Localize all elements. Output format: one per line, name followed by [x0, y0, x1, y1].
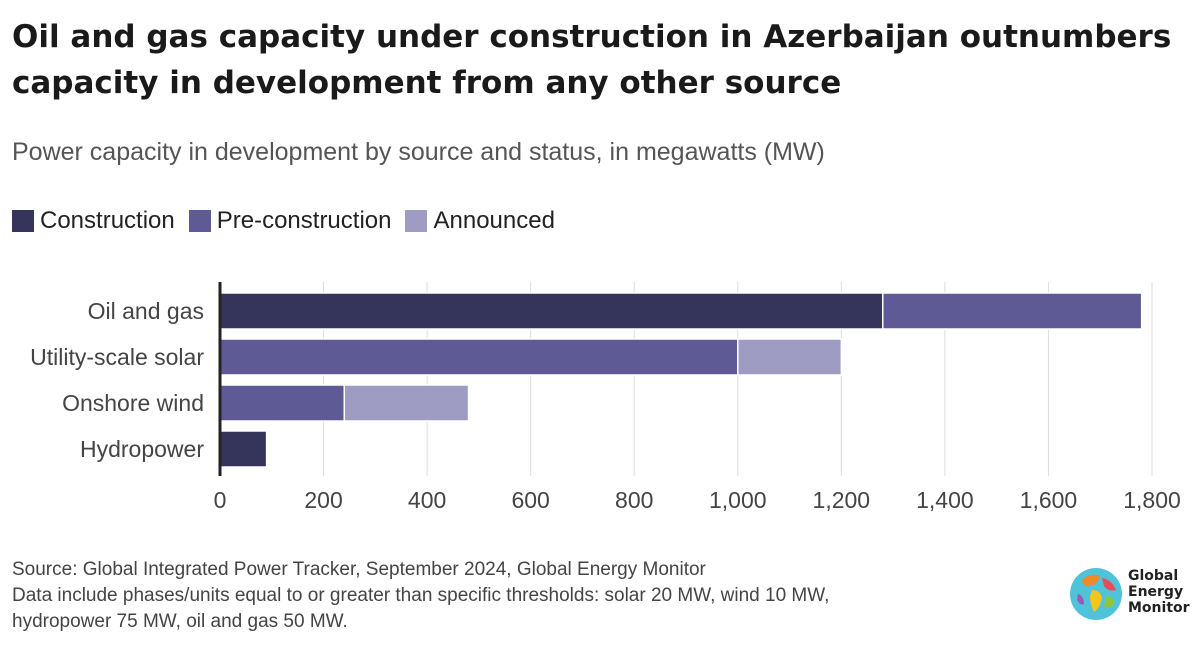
bar-onshore-wind-pre-construction [219, 384, 346, 422]
logo-text-line-1: Global [1128, 568, 1179, 584]
x-tick-label-1800: 1,800 [1123, 487, 1181, 513]
category-label-oil-and-gas: Oil and gas [88, 298, 204, 324]
bar-utility-scale-solar-announced [737, 338, 843, 376]
chart-subtitle: Power capacity in development by source … [12, 138, 825, 166]
logo-text-line-3: Monitor [1128, 600, 1190, 616]
global-energy-monitor-logo: Global Energy Monitor [1068, 566, 1196, 622]
legend-swatch-announced [405, 210, 428, 232]
legend-item-pre-construction: Pre-construction [188, 207, 392, 235]
legend-swatch-pre-construction [188, 210, 211, 232]
x-tick-label-1400: 1,400 [916, 487, 974, 513]
x-tick-label-400: 400 [408, 487, 446, 513]
x-tick-label-1000: 1,000 [709, 487, 767, 513]
legend-label-construction: Construction [40, 207, 175, 234]
footer: Source: Global Integrated Power Tracker,… [12, 557, 829, 635]
logo-text: Global Energy Monitor [1128, 568, 1190, 616]
legend-label-announced: Announced [433, 207, 555, 234]
legend-swatch-construction [12, 210, 34, 232]
source-note: Source: Global Integrated Power Tracker,… [12, 559, 706, 580]
category-label-utility-scale-solar: Utility-scale solar [30, 344, 204, 370]
bar-utility-scale-solar-pre-construction [219, 338, 739, 376]
x-tick-label-600: 600 [511, 487, 549, 513]
bar-hydropower-construction [219, 430, 268, 468]
threshold-note-line-1: Data include phases/units equal to or gr… [12, 585, 830, 606]
legend: Construction Pre-construction Announced [12, 207, 569, 235]
globe-icon [1070, 568, 1122, 620]
threshold-note-line-2: hydropower 75 MW, oil and gas 50 MW. [12, 611, 348, 632]
x-tick-label-0: 0 [214, 487, 227, 513]
x-tick-label-1200: 1,200 [813, 487, 871, 513]
x-tick-label-800: 800 [615, 487, 653, 513]
bar-onshore-wind-announced [343, 384, 470, 422]
x-tick-label-1600: 1,600 [1020, 487, 1078, 513]
logo-text-line-2: Energy [1128, 584, 1184, 600]
bar-chart: Oil and gas Utility-scale solar Onshore wi… [30, 282, 1181, 513]
x-tick-label-200: 200 [304, 487, 342, 513]
category-label-hydropower: Hydropower [80, 436, 204, 462]
bar-oil-and-gas-construction [219, 292, 884, 330]
legend-label-pre-construction: Pre-construction [216, 207, 392, 234]
category-label-onshore-wind: Onshore wind [62, 390, 204, 416]
chart-title: Oil and gas capacity under construction … [12, 19, 1172, 101]
legend-item-announced: Announced [405, 207, 555, 235]
legend-item-construction: Construction [12, 207, 175, 235]
bar-oil-and-gas-pre-construction [882, 292, 1143, 330]
